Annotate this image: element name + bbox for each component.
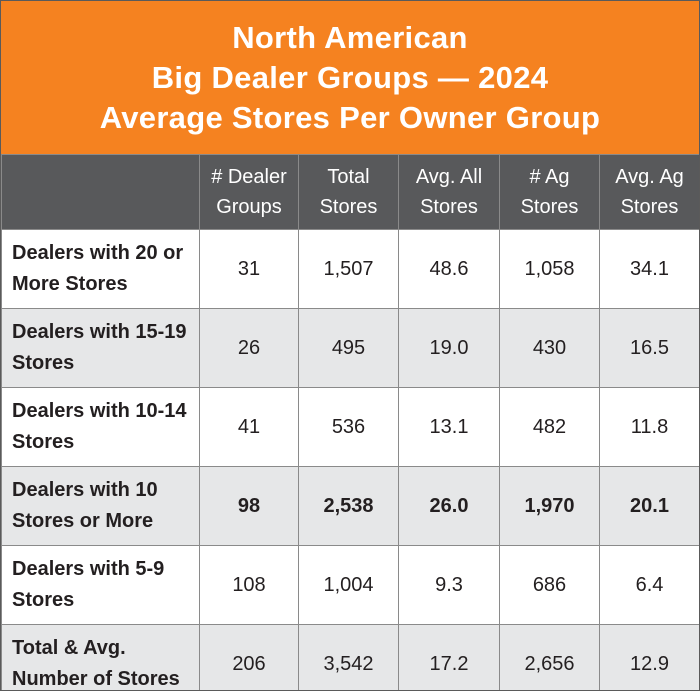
table-row: Dealers with 15-19 Stores 26 495 19.0 43… [1, 308, 699, 388]
cell-avg-ag-stores: 34.1 [599, 229, 699, 309]
header-avg-all-stores: Avg. All Stores [398, 154, 500, 230]
title-line-2: Big Dealer Groups — 2024 [151, 59, 549, 95]
cell-avg-ag-stores: 11.8 [599, 387, 699, 467]
header-total-stores: Total Stores [298, 154, 399, 230]
cell-avg-all-stores: 17.2 [398, 624, 500, 690]
cell-avg-ag-stores: 12.9 [599, 624, 699, 690]
cell-ag-stores: 2,656 [499, 624, 600, 690]
header-corner [1, 154, 200, 230]
table-row: Dealers with 5-9 Stores 108 1,004 9.3 68… [1, 545, 699, 625]
cell-total-stores: 2,538 [298, 466, 399, 546]
title-banner: North American Big Dealer Groups — 2024 … [1, 1, 699, 154]
cell-avg-all-stores: 48.6 [398, 229, 500, 309]
cell-avg-ag-stores: 6.4 [599, 545, 699, 625]
cell-avg-all-stores: 13.1 [398, 387, 500, 467]
title-line-1: North American [232, 19, 468, 55]
cell-total-stores: 3,542 [298, 624, 399, 690]
row-label: Dealers with 10 Stores or More [1, 466, 200, 546]
row-label: Total & Avg. Number of Stores [1, 624, 200, 690]
data-table: # Dealer Groups Total Stores Avg. All St… [1, 154, 699, 690]
cell-total-stores: 1,004 [298, 545, 399, 625]
cell-dealer-groups: 206 [199, 624, 299, 690]
cell-ag-stores: 1,970 [499, 466, 600, 546]
cell-dealer-groups: 98 [199, 466, 299, 546]
row-label: Dealers with 20 or More Stores [1, 229, 200, 309]
cell-avg-all-stores: 19.0 [398, 308, 500, 388]
row-label: Dealers with 15-19 Stores [1, 308, 200, 388]
cell-ag-stores: 686 [499, 545, 600, 625]
table-row: Dealers with 20 or More Stores 31 1,507 … [1, 229, 699, 309]
cell-total-stores: 536 [298, 387, 399, 467]
cell-dealer-groups: 108 [199, 545, 299, 625]
cell-avg-ag-stores: 16.5 [599, 308, 699, 388]
cell-total-stores: 495 [298, 308, 399, 388]
row-label: Dealers with 10-14 Stores [1, 387, 200, 467]
header-avg-ag-stores: Avg. Ag Stores [599, 154, 699, 230]
title-line-3: Average Stores Per Owner Group [99, 99, 601, 135]
table-row: Dealers with 10-14 Stores 41 536 13.1 48… [1, 387, 699, 467]
header-ag-stores: # Ag Stores [499, 154, 600, 230]
cell-ag-stores: 482 [499, 387, 600, 467]
table-row-highlight: Dealers with 10 Stores or More 98 2,538 … [1, 466, 699, 546]
header-row: # Dealer Groups Total Stores Avg. All St… [1, 154, 699, 230]
table-row-total: Total & Avg. Number of Stores 206 3,542 … [1, 624, 699, 690]
cell-avg-all-stores: 9.3 [398, 545, 500, 625]
cell-dealer-groups: 26 [199, 308, 299, 388]
cell-dealer-groups: 31 [199, 229, 299, 309]
cell-avg-ag-stores: 20.1 [599, 466, 699, 546]
cell-avg-all-stores: 26.0 [398, 466, 500, 546]
cell-dealer-groups: 41 [199, 387, 299, 467]
header-dealer-groups: # Dealer Groups [199, 154, 299, 230]
cell-ag-stores: 430 [499, 308, 600, 388]
row-label: Dealers with 5-9 Stores [1, 545, 200, 625]
cell-total-stores: 1,507 [298, 229, 399, 309]
cell-ag-stores: 1,058 [499, 229, 600, 309]
